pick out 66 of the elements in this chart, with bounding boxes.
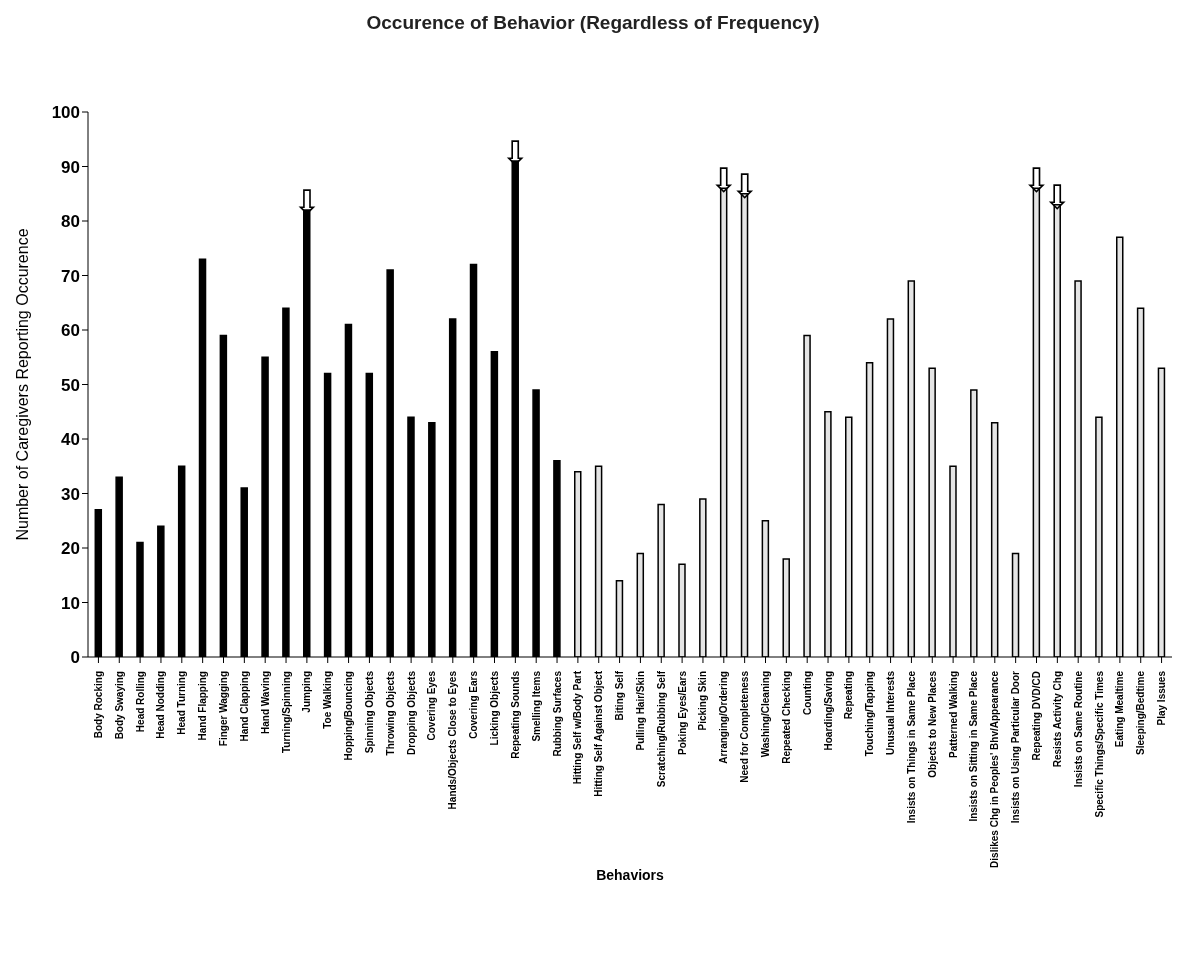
x-tick-label: Hand Clapping (238, 671, 250, 742)
x-tick-label: Patterned Walking (947, 671, 959, 758)
x-tick-label: Need for Completeness (739, 670, 751, 783)
x-tick-label: Biting Self (614, 670, 626, 721)
x-tick-label: Unusual Interests (885, 670, 897, 755)
x-tick-label: Hitting Self Against Object (593, 670, 605, 797)
x-tick-label: Objects to New Places (926, 670, 938, 778)
x-tick-label: Picking Skin (697, 671, 709, 731)
x-tick-label: Hitting Self w/Body Part (572, 670, 584, 785)
x-tick-label: Spinning Objects (363, 670, 375, 754)
x-tick-label: Insists on Same Routine (1072, 670, 1084, 788)
x-tick-label: Rubbing Surfaces (551, 670, 563, 757)
y-axis-title: Number of Caregivers Reporting Occurence (13, 228, 31, 541)
x-tick-label: Covering Eyes (426, 670, 438, 741)
y-tick-label: 100 (51, 103, 80, 123)
x-tick-label: Turning/Spinning (280, 671, 292, 754)
x-tick-label: Finger Wagging (218, 671, 229, 747)
x-tick-label: Sleeping/Bedtime (1135, 670, 1147, 755)
y-tick-label: 80 (61, 212, 80, 232)
x-tick-label: Smelling Items (530, 670, 542, 742)
y-tick-label: 40 (61, 430, 80, 450)
x-tick-label: Poking Eyes/Ears (676, 670, 688, 755)
x-tick-label: Head Turning (176, 671, 188, 735)
x-tick-label: Touching/Tapping (864, 671, 876, 757)
x-tick-label: Insists on Using Particular Door (1010, 670, 1022, 824)
y-tick-label: 10 (61, 593, 80, 613)
y-tick-label: 50 (61, 375, 80, 395)
x-tick-label: Jumping (301, 671, 313, 713)
x-tick-label: Repeating Sounds (509, 670, 521, 759)
x-tick-label: Eating Mealtime (1114, 670, 1126, 748)
x-tick-label: Insists on Things in Same Place (905, 670, 917, 824)
x-tick-label: Head Rolling (134, 671, 146, 733)
y-tick-label: 0 (70, 648, 80, 668)
x-tick-label: Dislikes Chg in Peoples' Bhv/Appearance (989, 670, 1001, 868)
x-tick-label: Insists on Sitting in Same Place (968, 670, 980, 822)
x-tick-label: Licking Objects (489, 670, 500, 746)
x-tick-label: Arranging/Ordering (718, 671, 730, 764)
y-tick-label: 70 (61, 266, 80, 286)
x-tick-label: Counting (801, 671, 813, 715)
x-tick-label: Hopping/Bouncing (343, 671, 355, 761)
y-tick-label: 90 (61, 157, 80, 177)
x-tick-label: Head Nodding (155, 671, 167, 739)
x-tick-label: Repeating DVD/CD (1031, 671, 1042, 761)
x-tick-label: Pulling Hair/Skin (634, 671, 646, 751)
x-tick-label: Hand Waving (259, 671, 271, 734)
x-tick-label: Hands/Objects Close to Eyes (447, 670, 459, 810)
x-tick-label: Hand Flapping (197, 671, 209, 741)
x-tick-label: Toe Walking (322, 671, 334, 729)
x-tick-label: Hoarding/Saving (822, 671, 834, 751)
x-tick-label: Body Rocking (92, 671, 104, 739)
x-tick-label: Repeating (843, 671, 855, 720)
x-tick-label: Dropping Objects (405, 670, 417, 755)
x-tick-label: Covering Ears (468, 670, 480, 739)
y-tick-label: 30 (61, 484, 80, 504)
y-tick-label: 60 (61, 321, 80, 341)
x-tick-label: Repeated Checking (780, 671, 792, 764)
x-tick-label: Scratching/Rubbing Self (655, 670, 667, 788)
x-axis-title: Behaviors (596, 867, 665, 883)
x-tick-label: Throwing Objects (384, 670, 396, 756)
y-tick-label: 20 (61, 539, 80, 559)
x-tick-label: Specific Things/Specific Times (1093, 670, 1105, 818)
chart-title: Occurence of Behavior (Regardless of Frequency) (365, 12, 821, 35)
x-tick-label: Play Issues (1156, 670, 1168, 726)
x-tick-label: Resists Activity Chg (1051, 671, 1063, 768)
x-tick-label: Body Swaying (113, 671, 125, 740)
x-tick-label: Washing/Cleaning (760, 671, 771, 758)
